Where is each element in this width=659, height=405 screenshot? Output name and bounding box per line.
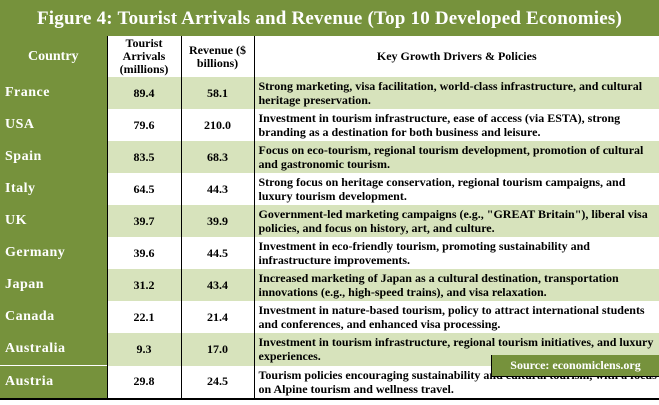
drivers-cell: Investment in eco-friendly tourism, prom… <box>254 237 659 269</box>
header-country: Country <box>0 36 108 77</box>
arrivals-cell: 31.2 <box>107 269 182 301</box>
table-row: Spain 83.5 68.3 Focus on eco-tourism, re… <box>0 141 659 173</box>
arrivals-cell: 64.5 <box>107 173 182 205</box>
tourism-table: Country Tourist Arrivals (millions) Reve… <box>0 36 659 400</box>
drivers-cell: Strong marketing, visa facilitation, wor… <box>254 77 659 109</box>
table-row: Australia 9.3 17.0 Investment in tourism… <box>0 333 659 366</box>
arrivals-cell: 83.5 <box>107 141 182 173</box>
drivers-cell: Investment in nature-based tourism, poli… <box>254 301 659 333</box>
drivers-cell: Government-led marketing campaigns (e.g.… <box>254 205 659 237</box>
revenue-cell: 39.9 <box>181 205 255 237</box>
arrivals-cell: 9.3 <box>107 333 182 366</box>
arrivals-cell: 29.8 <box>107 365 182 400</box>
country-cell: Japan <box>0 269 108 301</box>
arrivals-cell: 22.1 <box>107 301 182 333</box>
country-cell: Germany <box>0 237 108 269</box>
revenue-cell: 24.5 <box>181 365 255 400</box>
country-cell: USA <box>0 109 108 141</box>
arrivals-cell: 39.7 <box>107 205 182 237</box>
country-cell: France <box>0 77 108 109</box>
figure-title: Figure 4: Tourist Arrivals and Revenue (… <box>0 0 659 36</box>
revenue-cell: 44.5 <box>181 237 255 269</box>
table-row: UK 39.7 39.9 Government-led marketing ca… <box>0 205 659 237</box>
country-cell: Canada <box>0 301 108 333</box>
country-cell: Spain <box>0 141 108 173</box>
table-row: Germany 39.6 44.5 Investment in eco-frie… <box>0 237 659 269</box>
drivers-cell: Investment in tourism infrastructure, ea… <box>254 109 659 141</box>
source-label: Source: economiclens.org <box>491 355 659 377</box>
revenue-cell: 21.4 <box>181 301 255 333</box>
arrivals-cell: 89.4 <box>107 77 182 109</box>
header-arrivals: Tourist Arrivals (millions) <box>107 36 182 77</box>
revenue-cell: 43.4 <box>181 269 255 301</box>
table-row: USA 79.6 210.0 Investment in tourism inf… <box>0 109 659 141</box>
revenue-cell: 44.3 <box>181 173 255 205</box>
revenue-cell: 17.0 <box>181 333 255 366</box>
revenue-cell: 58.1 <box>181 77 255 109</box>
table-row: Italy 64.5 44.3 Strong focus on heritage… <box>0 173 659 205</box>
revenue-cell: 210.0 <box>181 109 255 141</box>
table-row: Canada 22.1 21.4 Investment in nature-ba… <box>0 301 659 333</box>
drivers-cell: Increased marketing of Japan as a cultur… <box>254 269 659 301</box>
country-cell: UK <box>0 205 108 237</box>
country-cell: Italy <box>0 173 108 205</box>
revenue-cell: 68.3 <box>181 141 255 173</box>
arrivals-cell: 39.6 <box>107 237 182 269</box>
table-row: France 89.4 58.1 Strong marketing, visa … <box>0 77 659 109</box>
country-cell: Australia <box>0 333 108 366</box>
country-cell: Austria <box>0 365 108 400</box>
drivers-cell: Focus on eco-tourism, regional tourism d… <box>254 141 659 173</box>
arrivals-cell: 79.6 <box>107 109 182 141</box>
header-revenue: Revenue ($ billions) <box>181 36 255 77</box>
table-header-row: Country Tourist Arrivals (millions) Reve… <box>0 36 659 77</box>
header-drivers: Key Growth Drivers & Policies <box>254 36 659 77</box>
table-row: Japan 31.2 43.4 Increased marketing of J… <box>0 269 659 301</box>
drivers-cell: Strong focus on heritage conservation, r… <box>254 173 659 205</box>
